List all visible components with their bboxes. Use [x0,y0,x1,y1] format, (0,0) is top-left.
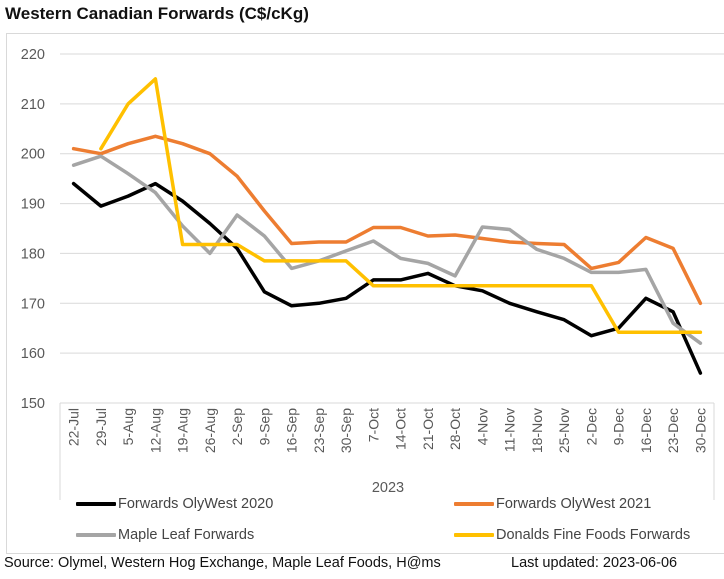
legend-item-olywest-2021: Forwards OlyWest 2021 [454,496,651,512]
y-tick-label: 160 [21,346,45,362]
chart-title: Western Canadian Forwards (C$/cKg) [5,4,309,23]
y-tick-label: 180 [21,246,45,262]
x-tick-label: 23-Dec [665,408,681,453]
x-tick-label: 21-Oct [420,408,436,450]
chart-frame [6,33,724,554]
series-line-donalds-fine-foods-forwards [99,77,703,334]
series-line-maple-leaf-forwards [71,154,703,345]
x-tick-label: 30-Sep [338,408,354,453]
x-tick-label: 18-Nov [529,408,545,453]
x-tick-label: 26-Aug [202,408,218,453]
legend-item-olywest-2020: Forwards OlyWest 2020 [76,496,273,512]
x-axis [59,402,715,500]
x-tick-label: 2-Dec [583,408,599,445]
x-tick-label: 2-Sep [229,408,245,446]
last-updated: Last updated: 2023-06-06 [511,555,678,571]
y-tick-label: 220 [21,47,45,63]
x-axis-ticks: 22-Jul 29-Jul 5-Aug 12-Aug 19-Aug 26-Aug 2-Sep… [66,408,709,453]
x-tick-label: 9-Dec [611,408,627,445]
legend-swatch [76,502,116,506]
y-tick-label: 200 [21,147,45,163]
x-tick-label: 19-Aug [175,408,191,453]
legend-swatch [76,533,116,537]
legend-swatch [454,502,494,506]
legend-item-donalds: Donalds Fine Foods Forwards [454,527,690,543]
x-tick-label: 11-Nov [502,408,518,452]
x-tick-label: 16-Sep [284,408,300,453]
series-line-forwards-olywest-2021 [71,134,703,306]
y-tick-label: 210 [21,97,45,113]
y-tick-label: 170 [21,296,45,312]
source-note: Source: Olymel, Western Hog Exchange, Ma… [4,555,441,571]
x-tick-label: 29-Jul [93,408,109,446]
x-tick-label: 22-Jul [66,408,82,446]
legend-label: Forwards OlyWest 2020 [118,496,274,512]
series-line-forwards-olywest-2020 [71,181,703,375]
legend-label: Maple Leaf Forwards [118,527,255,543]
legend-item-maple-leaf: Maple Leaf Forwards [76,527,254,543]
x-axis-label: 2023 [372,480,404,496]
series-lines [71,77,703,375]
x-tick-label: 12-Aug [147,408,163,453]
legend-label: Donalds Fine Foods Forwards [496,527,691,543]
x-tick-label: 14-Oct [393,408,409,450]
x-tick-label: 16-Dec [638,408,654,453]
x-tick-label: 9-Sep [256,408,272,446]
x-tick-label: 25-Nov [556,408,572,453]
x-tick-label: 23-Sep [311,408,327,453]
y-tick-label: 150 [21,396,45,412]
x-tick-label: 7-Oct [365,408,381,442]
x-tick-label: 4-Nov [474,408,490,445]
legend-label: Forwards OlyWest 2021 [496,496,652,512]
y-axis-ticks: 150 160 170 180 190 200 210 220 [21,47,45,412]
legend-swatch [454,533,494,537]
x-tick-label: 5-Aug [120,408,136,445]
x-tick-label: 28-Oct [447,408,463,450]
x-tick-label: 30-Dec [692,408,708,453]
y-tick-label: 190 [21,197,45,213]
